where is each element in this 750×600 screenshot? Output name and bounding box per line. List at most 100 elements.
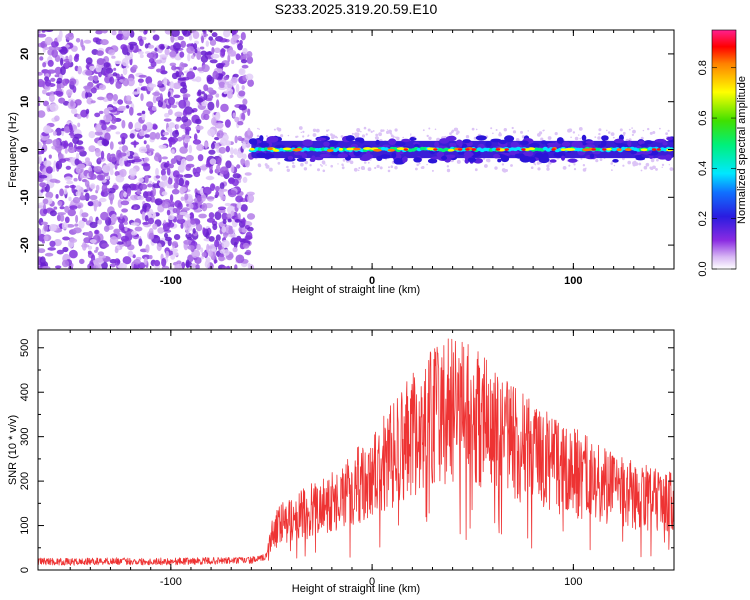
noise-blob — [136, 112, 143, 116]
noise-blob — [38, 96, 41, 103]
noise-blob — [171, 188, 180, 195]
signal-halo — [649, 131, 653, 135]
noise-blob — [215, 190, 220, 197]
noise-blob — [223, 249, 230, 256]
signal-halo — [462, 159, 464, 161]
noise-blob — [189, 212, 195, 221]
noise-blob — [44, 46, 49, 51]
noise-blob — [146, 52, 155, 59]
noise-blob — [206, 94, 214, 100]
noise-blob — [95, 184, 100, 192]
signal-halo — [475, 128, 478, 131]
noise-blob — [226, 213, 232, 218]
signal-halo — [325, 164, 327, 166]
signal-halo — [539, 162, 542, 165]
noise-blob — [69, 238, 78, 243]
noise-blob — [201, 100, 208, 107]
signal-edge-blob — [391, 152, 397, 159]
signal-halo — [315, 128, 320, 133]
noise-blob — [176, 213, 184, 220]
noise-blob — [201, 91, 205, 95]
noise-blob — [187, 254, 194, 263]
noise-blob — [217, 206, 227, 211]
noise-blob — [89, 65, 96, 71]
noise-blob — [101, 184, 108, 193]
noise-blob — [133, 206, 137, 210]
noise-blob — [192, 167, 197, 175]
noise-blob — [100, 150, 105, 160]
signal-halo — [638, 162, 642, 166]
noise-blob — [41, 30, 46, 33]
signal-halo — [515, 138, 520, 142]
noise-blob — [208, 212, 215, 219]
noise-blob — [64, 176, 73, 181]
y-tick-label: 200 — [19, 472, 31, 490]
noise-blob — [116, 241, 124, 245]
signal-peak — [249, 147, 255, 151]
noise-blob — [75, 146, 84, 150]
signal-halo — [286, 165, 289, 169]
signal-max — [457, 148, 463, 151]
noise-blob — [38, 227, 42, 237]
x-tick-label: 0 — [369, 275, 375, 287]
signal-edge-blob — [467, 157, 477, 163]
signal-halo — [649, 166, 653, 170]
noise-blob — [169, 194, 174, 202]
noise-blob — [231, 51, 236, 57]
noise-blob — [180, 124, 187, 129]
noise-blob — [152, 187, 157, 197]
signal-halo — [455, 132, 459, 135]
noise-blob — [247, 108, 251, 117]
signal-halo — [385, 158, 387, 161]
noise-blob — [190, 263, 197, 268]
signal-max — [651, 148, 657, 151]
noise-blob — [72, 196, 81, 204]
noise-blob — [117, 216, 125, 224]
noise-blob — [109, 263, 116, 268]
noise-blob — [160, 169, 166, 176]
signal-halo — [256, 134, 260, 138]
noise-blob — [185, 154, 194, 162]
signal-halo — [353, 167, 358, 172]
noise-blob — [113, 67, 117, 71]
noise-blob — [209, 59, 218, 64]
noise-blob — [235, 195, 244, 203]
signal-peak — [351, 147, 361, 151]
noise-blob — [47, 59, 54, 67]
noise-blob — [228, 228, 234, 235]
noise-blob — [192, 31, 200, 39]
noise-blob — [220, 103, 229, 113]
signal-edge-blob — [457, 151, 465, 155]
noise-blob — [218, 81, 226, 88]
noise-blob — [94, 249, 98, 253]
signal-halo — [304, 160, 308, 165]
noise-blob — [45, 166, 53, 174]
signal-edge-blob — [493, 153, 501, 159]
signal-edge-blob — [266, 136, 279, 143]
noise-blob — [65, 61, 71, 67]
y-tick-label: 0 — [19, 567, 31, 573]
signal-halo — [265, 164, 270, 169]
noise-blob — [95, 123, 104, 133]
noise-blob — [167, 214, 175, 221]
signal-edge-blob — [520, 140, 529, 145]
signal-halo — [530, 166, 534, 169]
noise-blob — [62, 143, 70, 147]
noise-blob — [134, 226, 143, 232]
noise-blob — [152, 91, 161, 96]
signal-halo — [645, 162, 650, 167]
noise-blob — [215, 112, 221, 121]
noise-blob — [71, 108, 78, 115]
signal-halo — [582, 164, 586, 167]
signal-edge-blob — [316, 137, 327, 141]
spectrogram-noise-region — [38, 30, 256, 269]
noise-blob — [147, 44, 155, 49]
signal-edge-blob — [640, 143, 649, 148]
signal-halo — [503, 128, 507, 132]
noise-blob — [90, 100, 96, 104]
signal-halo — [300, 162, 304, 167]
noise-blob — [65, 165, 72, 170]
noise-blob — [205, 40, 209, 47]
noise-blob — [138, 177, 144, 183]
noise-blob — [208, 236, 215, 242]
